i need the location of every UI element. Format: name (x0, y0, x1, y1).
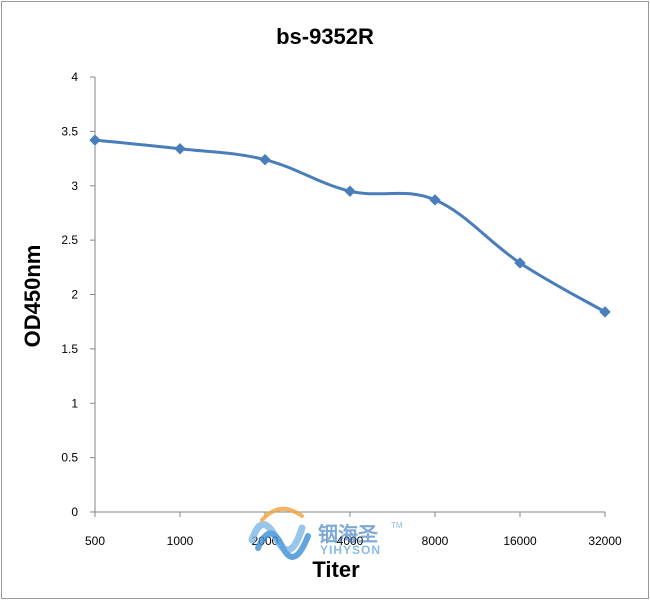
y-tick-label: 2 (71, 288, 78, 302)
data-point-4000 (344, 185, 356, 197)
data-point-500 (89, 134, 101, 146)
x-tick-label: 8000 (422, 534, 449, 548)
y-tick-label: 2.5 (61, 233, 78, 247)
axes (94, 77, 605, 513)
y-tick-label: 4 (71, 70, 78, 84)
watermark-tm: TM (391, 521, 403, 530)
y-tick-label: 1.5 (61, 342, 78, 356)
data-point-2000 (259, 153, 271, 166)
watermark-name-cn: 铟海圣 (318, 522, 379, 546)
watermark-logo-icon (248, 507, 311, 560)
chart-title: bs-9352R (276, 24, 374, 49)
x-axis-label: Titer (312, 557, 360, 582)
y-tick-labels: 0 0.5 1 1.5 2 2.5 3 3.5 4 (61, 70, 95, 519)
x-tick-label: 4000 (337, 534, 364, 548)
data-point-8000 (429, 194, 441, 206)
y-tick-label: 0 (71, 505, 78, 519)
series-line (94, 138, 606, 314)
x-tick-label: 500 (85, 534, 105, 548)
data-point-1000 (174, 143, 186, 155)
x-tick-label: 1000 (167, 534, 194, 548)
series-group (89, 134, 611, 318)
y-axis-label: OD450nm (20, 245, 45, 348)
y-tick-label: 0.5 (61, 451, 78, 465)
watermark: 铟海圣 TM YIHYSON (248, 507, 403, 560)
data-point-32000 (599, 306, 611, 318)
y-tick-label: 3 (71, 179, 78, 193)
data-point-16000 (514, 257, 526, 269)
x-tick-label: 32000 (588, 534, 622, 548)
watermark-name-en: YIHYSON (320, 543, 381, 557)
y-tick-label: 1 (71, 396, 78, 410)
y-tick-label: 3.5 (61, 124, 78, 138)
x-tick-label: 16000 (503, 534, 537, 548)
